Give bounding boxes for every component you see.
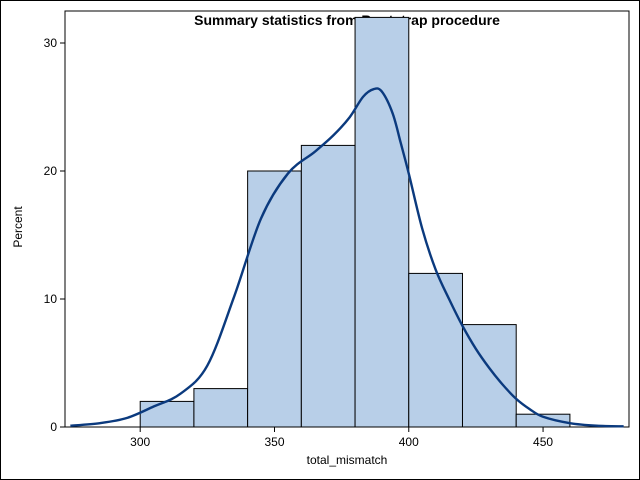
histogram-bar	[300, 144, 356, 428]
y-axis-label: Percent	[11, 206, 25, 248]
histogram-bar	[139, 400, 195, 428]
x-tick-label: 350	[264, 435, 284, 449]
x-tick-label: 450	[533, 435, 553, 449]
x-tick-label: 300	[130, 435, 150, 449]
y-tick-label: 20	[44, 164, 58, 178]
x-axis-label: total_mismatch	[307, 453, 388, 467]
histogram-bar	[354, 16, 410, 428]
y-tick-label: 0	[50, 420, 57, 434]
y-axis: 0 10 20 30	[44, 36, 65, 434]
histogram-bar	[193, 388, 249, 428]
x-axis: 300 350 400 450	[130, 427, 553, 449]
y-tick-label: 10	[44, 292, 58, 306]
plot-area	[64, 10, 630, 428]
histogram-bar	[408, 272, 463, 428]
chart-title: Summary statistics from Bootstrap proced…	[194, 12, 500, 28]
x-tick-label: 400	[399, 435, 419, 449]
density-curve	[70, 87, 624, 428]
histogram-bars	[139, 16, 571, 428]
histogram-bar	[247, 170, 302, 428]
y-tick-label: 30	[44, 36, 58, 50]
